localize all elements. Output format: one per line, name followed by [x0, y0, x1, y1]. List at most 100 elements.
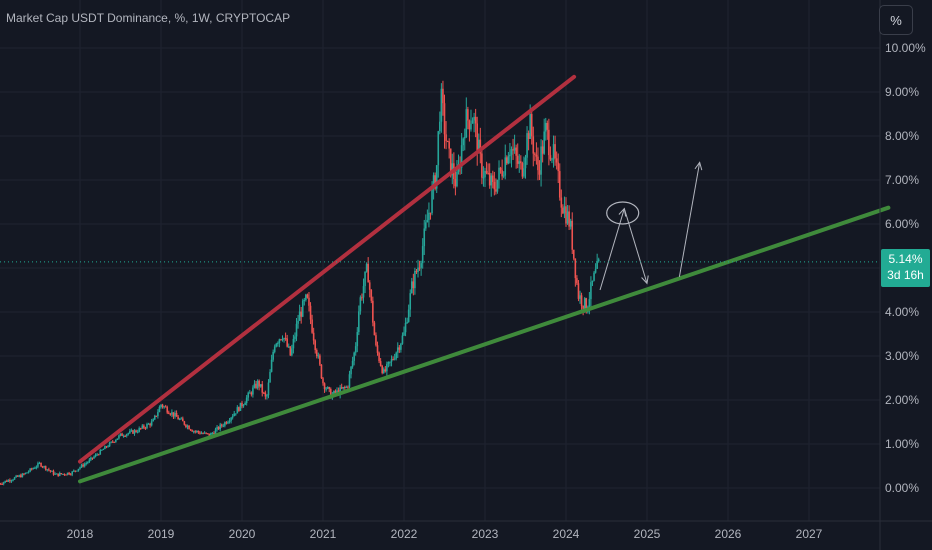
candle-body — [91, 457, 94, 459]
candle-body — [412, 281, 415, 289]
candle-body — [157, 412, 159, 417]
candle-body — [289, 346, 292, 356]
candle-body — [26, 472, 28, 474]
x-tick-label: 2027 — [796, 527, 823, 541]
candle-body — [20, 475, 22, 478]
candle-body — [60, 473, 63, 475]
candle-body — [527, 133, 530, 139]
candle-body — [63, 473, 66, 475]
arrow-line[interactable] — [678, 162, 701, 277]
candle-body — [434, 175, 436, 189]
trendlines[interactable] — [78, 74, 891, 484]
candle-body — [194, 431, 197, 433]
candle-body — [136, 431, 139, 433]
candle-body — [94, 454, 97, 457]
candle-body — [104, 446, 106, 450]
candle-body — [448, 141, 450, 149]
candle-body — [516, 155, 519, 164]
candle-body — [487, 172, 489, 174]
candle-body — [354, 346, 357, 353]
x-tick-label: 2026 — [715, 527, 742, 541]
candle-body — [358, 311, 360, 333]
candle-body — [314, 340, 317, 351]
highlight-ellipse[interactable] — [606, 201, 640, 225]
support-trendline[interactable] — [78, 205, 891, 484]
candle-body — [467, 109, 469, 121]
candle-body — [76, 470, 78, 472]
candle-body — [406, 321, 408, 324]
candle-series — [0, 80, 600, 486]
candle-body — [116, 438, 119, 440]
candle-body — [244, 403, 246, 405]
candle-body — [219, 424, 221, 430]
resistance-trendline[interactable] — [78, 74, 577, 464]
candle-body — [303, 300, 306, 302]
candle-body — [155, 415, 158, 417]
candle-body — [191, 430, 193, 432]
arrow-head[interactable] — [694, 161, 703, 171]
candle-body — [57, 473, 59, 476]
candle-body — [435, 165, 438, 189]
candle-body — [29, 468, 31, 472]
candle-body — [322, 378, 324, 384]
chart-title: Market Cap USDT Dominance, %, 1W, CRYPTO… — [6, 11, 291, 25]
candle-body — [280, 339, 282, 341]
candle-body — [178, 418, 181, 420]
x-tick-label: 2022 — [391, 527, 418, 541]
candle-body — [96, 454, 98, 456]
candle-body — [568, 211, 570, 227]
candle-body — [30, 468, 33, 470]
user-drawings[interactable] — [599, 161, 703, 291]
y-tick-label: 1.00% — [885, 437, 919, 451]
candle-body — [169, 413, 172, 415]
candle-body — [220, 424, 223, 426]
candle-body — [21, 473, 24, 478]
arrow-line[interactable] — [623, 208, 648, 284]
candle-body — [301, 300, 304, 317]
candle-body — [32, 468, 35, 470]
candle-body — [284, 338, 287, 340]
candle-body — [347, 386, 349, 388]
candle-body — [442, 88, 444, 104]
candle-body — [348, 374, 351, 387]
candle-body — [124, 435, 126, 437]
candle-body — [465, 109, 468, 138]
candle-body — [510, 149, 513, 155]
candle-body — [507, 156, 510, 164]
candle-body — [278, 339, 281, 344]
candle-body — [158, 407, 161, 413]
candle-body — [129, 430, 131, 434]
candle-body — [245, 397, 248, 404]
candle-body — [319, 355, 321, 365]
arrow-line[interactable] — [599, 208, 625, 291]
percent-scale-button[interactable]: % — [879, 5, 913, 35]
current-price-label: 5.14% — [888, 252, 923, 266]
candle-body — [439, 121, 441, 132]
candle-body — [311, 319, 313, 333]
candle-body — [58, 473, 61, 476]
candle-body — [373, 322, 376, 336]
candle-body — [298, 311, 301, 321]
candle-body — [82, 464, 84, 467]
candle-body — [470, 123, 472, 130]
candle-body — [506, 157, 508, 164]
candle-body — [460, 145, 463, 168]
candle-body — [484, 170, 486, 178]
candle-body — [101, 449, 103, 451]
candle-body — [189, 429, 192, 431]
candle-body — [272, 351, 274, 360]
candle-body — [259, 384, 262, 387]
candle-body — [264, 392, 267, 397]
candle-body — [125, 434, 128, 436]
candle-body — [541, 146, 544, 154]
time-axis[interactable]: 2018 2019 2020 2021 2022 2023 2024 2025 2026 2027 — [67, 527, 823, 541]
candle-body — [577, 283, 580, 299]
arrow-head[interactable] — [641, 275, 649, 285]
candle-body — [228, 420, 231, 422]
candle-body — [174, 412, 176, 417]
candle-body — [10, 480, 13, 482]
x-tick-label: 2018 — [67, 527, 94, 541]
candle-body — [108, 442, 111, 447]
